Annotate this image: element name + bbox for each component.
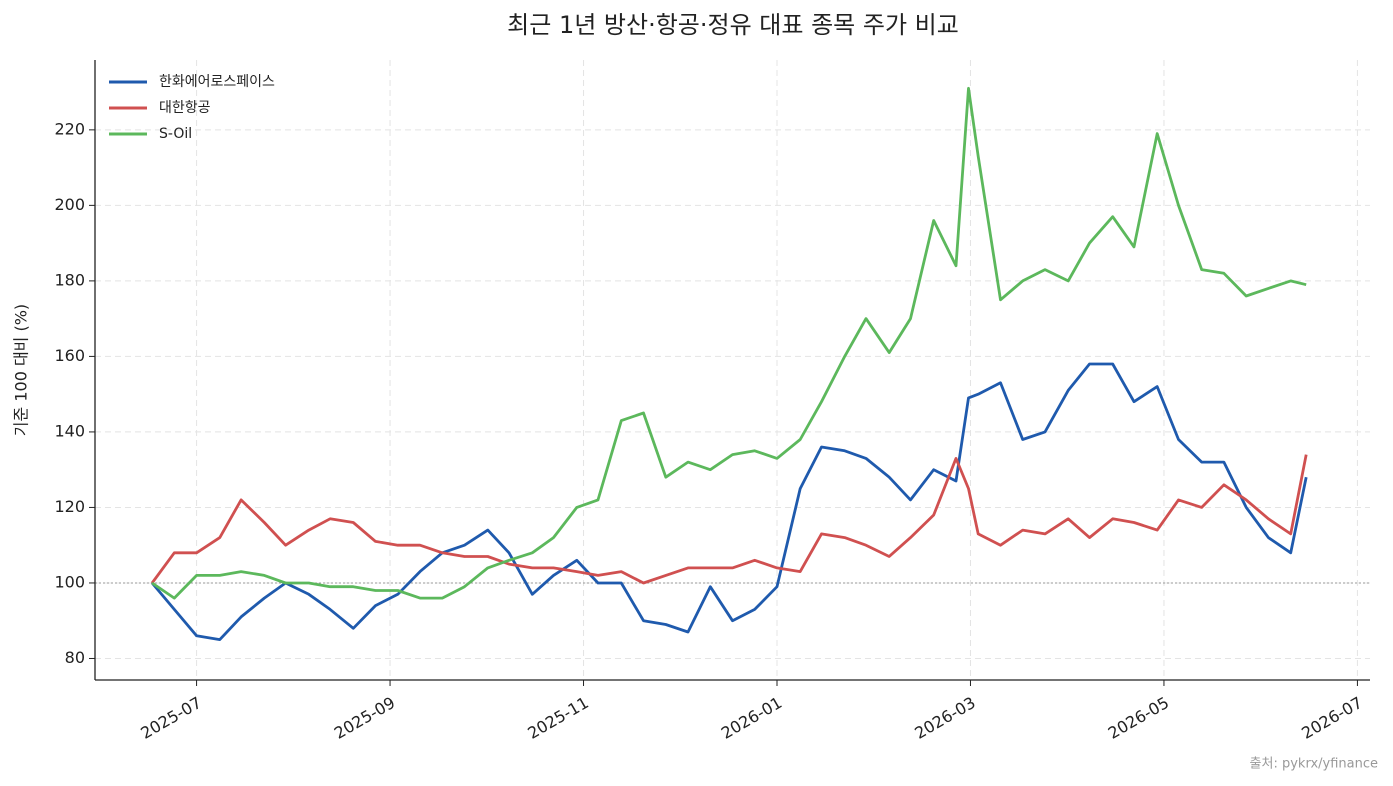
legend-label: 대한항공 xyxy=(159,100,211,116)
legend-label: S-Oil xyxy=(159,126,192,142)
chart-title: 최근 1년 방산·항공·정유 대표 종목 주가 비교 xyxy=(507,11,959,39)
y-tick-label: 120 xyxy=(54,497,85,516)
y-tick-label: 80 xyxy=(65,648,85,667)
x-tick-label: 2025-07 xyxy=(137,693,204,743)
y-tick-label: 180 xyxy=(54,270,85,289)
y-tick-label: 140 xyxy=(54,421,85,440)
x-tick-label: 2026-07 xyxy=(1298,693,1365,743)
y-tick-label: 100 xyxy=(54,572,85,591)
y-tick-label: 200 xyxy=(54,195,85,214)
source-note: 출처: pykrx/yfinance xyxy=(1250,757,1378,772)
y-axis-label: 기준 100 대비 (%) xyxy=(12,304,31,436)
y-tick-label: 160 xyxy=(54,346,85,365)
x-tick-label: 2025-09 xyxy=(331,693,398,743)
x-tick-label: 2026-05 xyxy=(1105,693,1172,743)
x-tick-label: 2026-01 xyxy=(718,693,785,743)
line-series xyxy=(151,86,1307,600)
x-tick-label: 2025-11 xyxy=(524,693,591,743)
y-tick-label: 220 xyxy=(54,119,85,138)
line-series xyxy=(151,362,1308,641)
x-tick-label: 2026-03 xyxy=(911,693,978,743)
legend-label: 한화에어로스페이스 xyxy=(159,74,275,90)
line-series xyxy=(150,454,1308,585)
